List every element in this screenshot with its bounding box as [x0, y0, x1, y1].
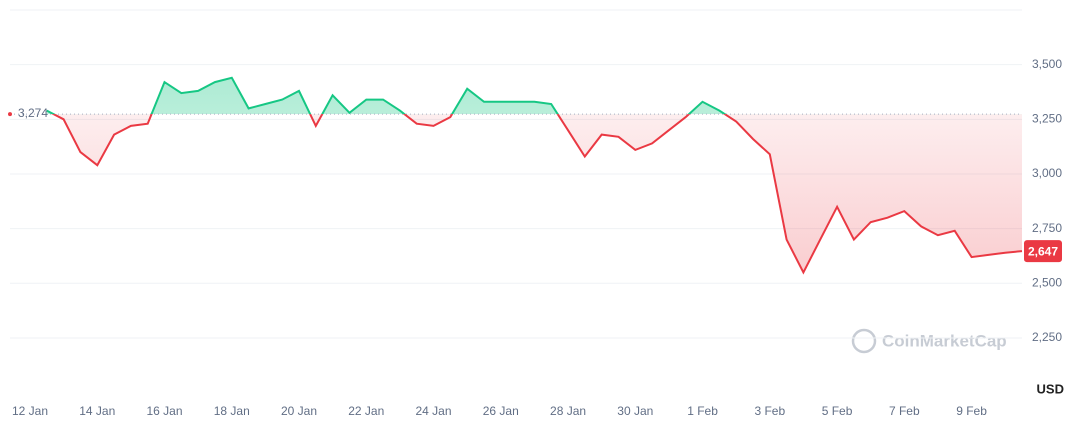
area-up: [46, 77, 1022, 115]
x-tick-label: 7 Feb: [889, 404, 920, 418]
line-up: [46, 76, 727, 115]
y-tick-label: 3,500: [1032, 57, 1062, 71]
x-tick-label: 20 Jan: [281, 404, 317, 418]
x-tick-label: 12 Jan: [12, 404, 48, 418]
currency-label: USD: [1037, 381, 1064, 396]
area-down: [53, 114, 1022, 273]
x-tick-label: 14 Jan: [79, 404, 115, 418]
x-tick-label: 9 Feb: [956, 404, 987, 418]
y-tick-label: 2,750: [1032, 221, 1062, 235]
reference-dot: [8, 112, 12, 117]
watermark: CoinMarketCap: [851, 328, 1007, 354]
x-tick-label: 5 Feb: [822, 404, 853, 418]
x-tick-label: 3 Feb: [754, 404, 785, 418]
x-tick-label: 26 Jan: [483, 404, 519, 418]
y-tick-label: 3,000: [1032, 166, 1062, 180]
x-tick-label: 22 Jan: [348, 404, 384, 418]
y-tick-label: 2,500: [1032, 275, 1062, 289]
line-down: [51, 114, 1023, 275]
x-tick-label: 1 Feb: [687, 404, 718, 418]
x-tick-label: 16 Jan: [146, 404, 182, 418]
y-tick-label: 3,250: [1032, 111, 1062, 125]
last-price-badge: [1024, 240, 1062, 263]
y-tick-label: 2,250: [1032, 330, 1062, 344]
reference-label: 3,274: [18, 106, 48, 120]
x-tick-label: 18 Jan: [214, 404, 250, 418]
brand: CoinMarketCap: [882, 331, 1007, 350]
x-tick-label: 28 Jan: [550, 404, 586, 418]
last-price-label: 2,647: [1028, 244, 1058, 258]
x-tick-label: 24 Jan: [416, 404, 452, 418]
x-tick-label: 30 Jan: [617, 404, 653, 418]
